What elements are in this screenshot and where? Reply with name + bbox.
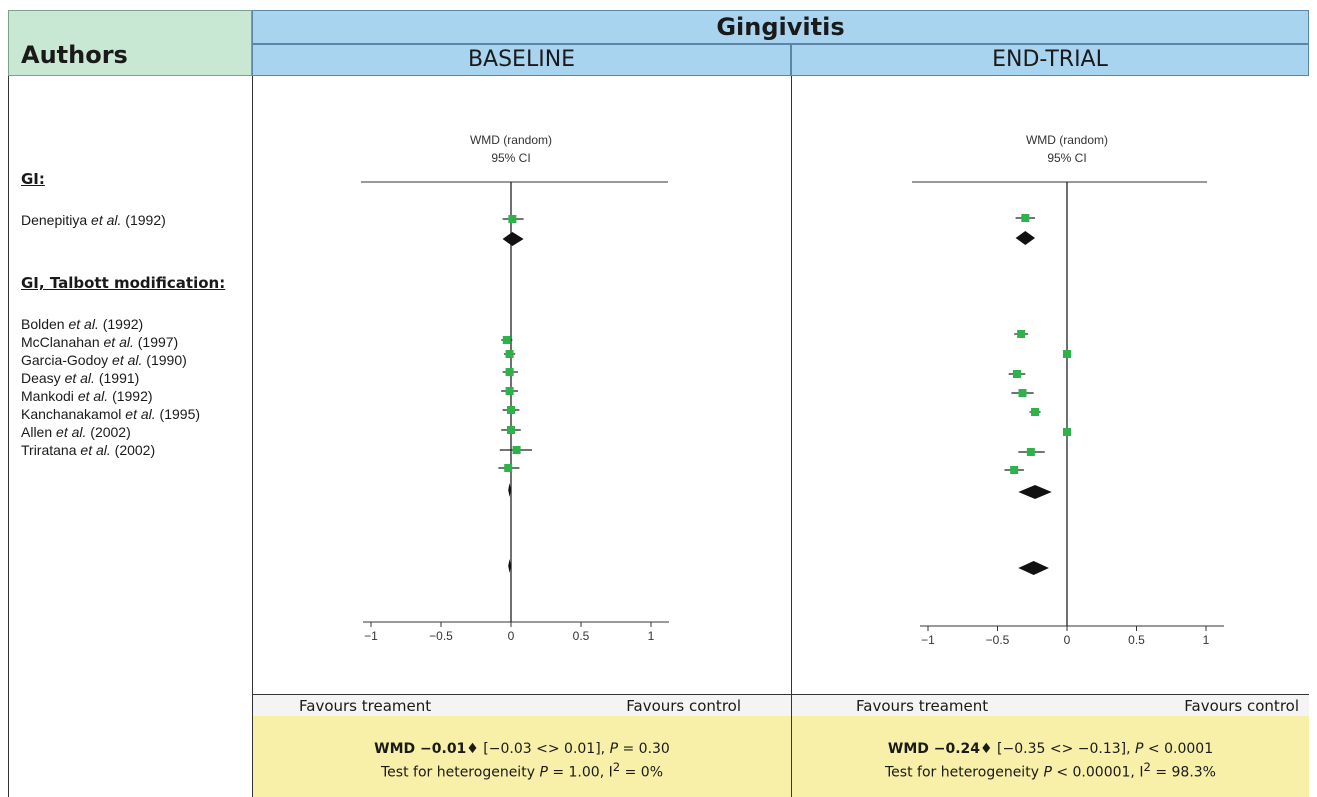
study-point xyxy=(505,350,514,358)
plot-subtitle: 95% CI xyxy=(1047,151,1086,165)
x-tick-label: 0.5 xyxy=(573,629,590,643)
summary-box-end-trial: WMD −0.24♦ [−0.35 <> −0.13], P < 0.0001 … xyxy=(792,716,1309,797)
plot-title: WMD (random) xyxy=(470,133,552,147)
study-label: Mankodi et al. (1992) xyxy=(21,388,153,404)
study-point xyxy=(1063,350,1071,358)
study-point xyxy=(1063,428,1071,436)
forest-plot-svg-end-trial: WMD (random) 95% CI −1 −0.5 0 0.5 1 xyxy=(912,133,1224,647)
summary-line-wmd: WMD −0.01♦ [−0.03 <> 0.01], P = 0.30 xyxy=(374,741,670,757)
pooled-diamond xyxy=(508,483,511,497)
summary-line-heterogeneity: Test for heterogeneity P = 1.00, I2 = 0% xyxy=(381,760,663,781)
end-trial-header: END-TRIAL xyxy=(791,44,1309,76)
study-point xyxy=(1018,389,1027,397)
pooled-diamond xyxy=(1018,561,1049,575)
study-point xyxy=(507,426,515,434)
study-point xyxy=(505,387,514,395)
x-tick-label: 1 xyxy=(648,629,655,643)
group-heading-gi-talbott: GI, Talbott modification: xyxy=(21,274,226,292)
x-tick-label: 0 xyxy=(1064,633,1071,647)
plot-subtitle: 95% CI xyxy=(491,151,530,165)
favours-treatment-label: Favours treament xyxy=(299,697,432,715)
study-label: Bolden et al. (1992) xyxy=(21,316,144,332)
study-label: Allen et al. (2002) xyxy=(21,424,131,440)
forest-plot-end-trial: WMD (random) 95% CI −1 −0.5 0 0.5 1 xyxy=(792,76,1309,694)
study-point xyxy=(502,336,511,344)
study-point xyxy=(1031,408,1040,416)
study-label: Garcia-Godoy et al. (1990) xyxy=(21,352,187,368)
study-point xyxy=(1010,466,1019,474)
study-point xyxy=(505,368,514,376)
study-point xyxy=(1012,370,1021,378)
gingivitis-header: Gingivitis xyxy=(252,10,1309,44)
summary-line-heterogeneity: Test for heterogeneity P < 0.00001, I2 =… xyxy=(885,760,1216,781)
authors-header: Authors xyxy=(8,10,252,76)
authors-panel: GI: Denepitiya et al. (1992) GI, Talbott… xyxy=(8,76,252,797)
x-tick-label: −0.5 xyxy=(986,633,1010,647)
study-point xyxy=(507,406,515,414)
pooled-diamond xyxy=(508,559,511,573)
study-label: Denepitiya et al. (1992) xyxy=(21,212,166,228)
summary-box-baseline: WMD −0.01♦ [−0.03 <> 0.01], P = 0.30 Tes… xyxy=(253,716,791,797)
study-point xyxy=(1021,214,1030,222)
x-tick-label: 0.5 xyxy=(1128,633,1145,647)
study-point xyxy=(512,446,521,454)
group-heading-gi: GI: xyxy=(21,170,45,188)
study-label: Kanchanakamol et al. (1995) xyxy=(21,406,201,422)
favours-bar-end-trial: Favours treament Favours control xyxy=(792,694,1309,718)
study-label: Triratana et al. (2002) xyxy=(21,442,156,458)
divider-panels xyxy=(791,76,792,797)
divider-authors xyxy=(252,76,253,797)
pooled-diamond xyxy=(1018,485,1052,499)
plot-title: WMD (random) xyxy=(1026,133,1108,147)
study-point xyxy=(1017,330,1026,338)
forest-plot-svg-baseline: WMD (random) 95% CI −1 −0.5 0 0.5 1 xyxy=(361,133,669,643)
pooled-diamond xyxy=(502,232,524,246)
x-tick-label: −1 xyxy=(921,633,935,647)
summary-line-wmd: WMD −0.24♦ [−0.35 <> −0.13], P < 0.0001 xyxy=(887,741,1214,757)
study-label: Deasy et al. (1991) xyxy=(21,370,140,386)
favours-bar-baseline: Favours treament Favours control xyxy=(253,694,791,718)
authors-label: Authors xyxy=(21,41,128,69)
x-tick-label: 1 xyxy=(1203,633,1210,647)
forest-plot-baseline: WMD (random) 95% CI −1 −0.5 0 0.5 1 xyxy=(253,76,791,694)
favours-control-label: Favours control xyxy=(1184,697,1299,715)
favours-control-label: Favours control xyxy=(626,697,741,715)
study-point xyxy=(504,464,513,472)
study-point xyxy=(508,215,517,223)
favours-treatment-label: Favours treament xyxy=(856,697,989,715)
study-label: McClanahan et al. (1997) xyxy=(21,334,179,350)
pooled-diamond xyxy=(1015,231,1036,245)
x-tick-label: −1 xyxy=(364,629,378,643)
x-tick-label: −0.5 xyxy=(429,629,453,643)
study-point xyxy=(1026,448,1035,456)
x-tick-label: 0 xyxy=(508,629,515,643)
baseline-header: BASELINE xyxy=(252,44,791,76)
